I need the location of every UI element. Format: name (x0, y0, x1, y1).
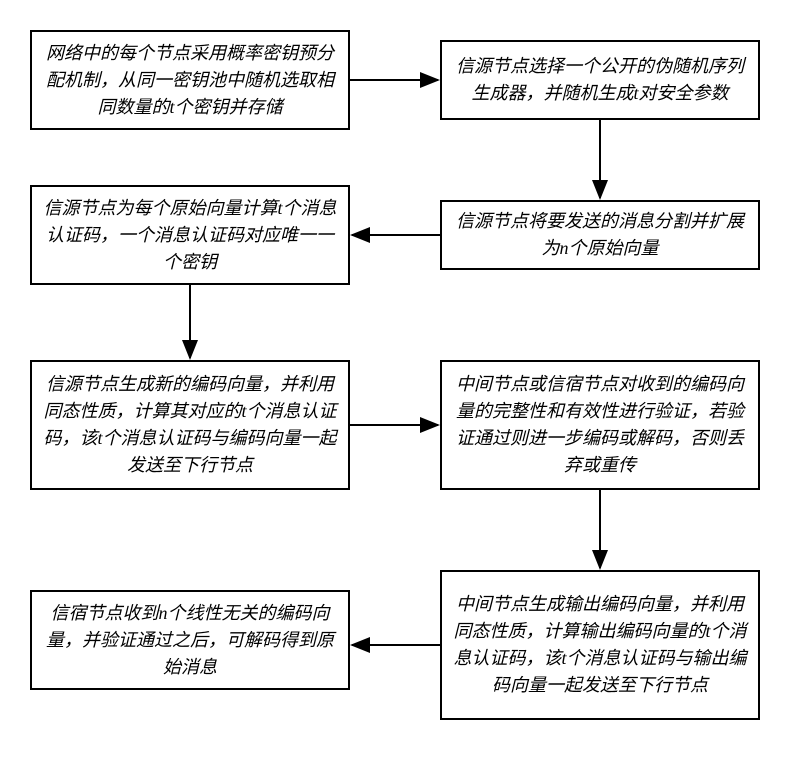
flow-node-8-text: 信宿节点收到n个线性无关的编码向量，并验证通过之后，可解码得到原始消息 (42, 600, 338, 681)
flow-node-2: 信源节点选择一个公开的伪随机序列生成器，并随机生成t对安全参数 (440, 40, 760, 120)
flow-node-3-text: 信源节点将要发送的消息分割并扩展为n个原始向量 (452, 208, 748, 262)
flow-node-7: 中间节点生成输出编码向量，并利用同态性质，计算输出编码向量的t个消息认证码，该t… (440, 570, 760, 720)
flow-node-5-text: 信源节点生成新的编码向量，并利用同态性质，计算其对应的t个消息认证码，该t个消息… (42, 371, 338, 479)
flow-node-1: 网络中的每个节点采用概率密钥预分配机制，从同一密钥池中随机选取相同数量的t个密钥… (30, 30, 350, 130)
flow-node-7-text: 中间节点生成输出编码向量，并利用同态性质，计算输出编码向量的t个消息认证码，该t… (452, 591, 748, 699)
flow-node-1-text: 网络中的每个节点采用概率密钥预分配机制，从同一密钥池中随机选取相同数量的t个密钥… (42, 40, 338, 121)
flow-node-3: 信源节点将要发送的消息分割并扩展为n个原始向量 (440, 200, 760, 270)
flow-node-6-text: 中间节点或信宿节点对收到的编码向量的完整性和有效性进行验证，若验证通过则进一步编… (452, 371, 748, 479)
flow-node-6: 中间节点或信宿节点对收到的编码向量的完整性和有效性进行验证，若验证通过则进一步编… (440, 360, 760, 490)
flow-node-2-text: 信源节点选择一个公开的伪随机序列生成器，并随机生成t对安全参数 (452, 53, 748, 107)
flow-node-5: 信源节点生成新的编码向量，并利用同态性质，计算其对应的t个消息认证码，该t个消息… (30, 360, 350, 490)
flow-node-4-text: 信源节点为每个原始向量计算t个消息认证码，一个消息认证码对应唯一一个密钥 (42, 195, 338, 276)
flow-node-4: 信源节点为每个原始向量计算t个消息认证码，一个消息认证码对应唯一一个密钥 (30, 185, 350, 285)
flow-node-8: 信宿节点收到n个线性无关的编码向量，并验证通过之后，可解码得到原始消息 (30, 590, 350, 690)
